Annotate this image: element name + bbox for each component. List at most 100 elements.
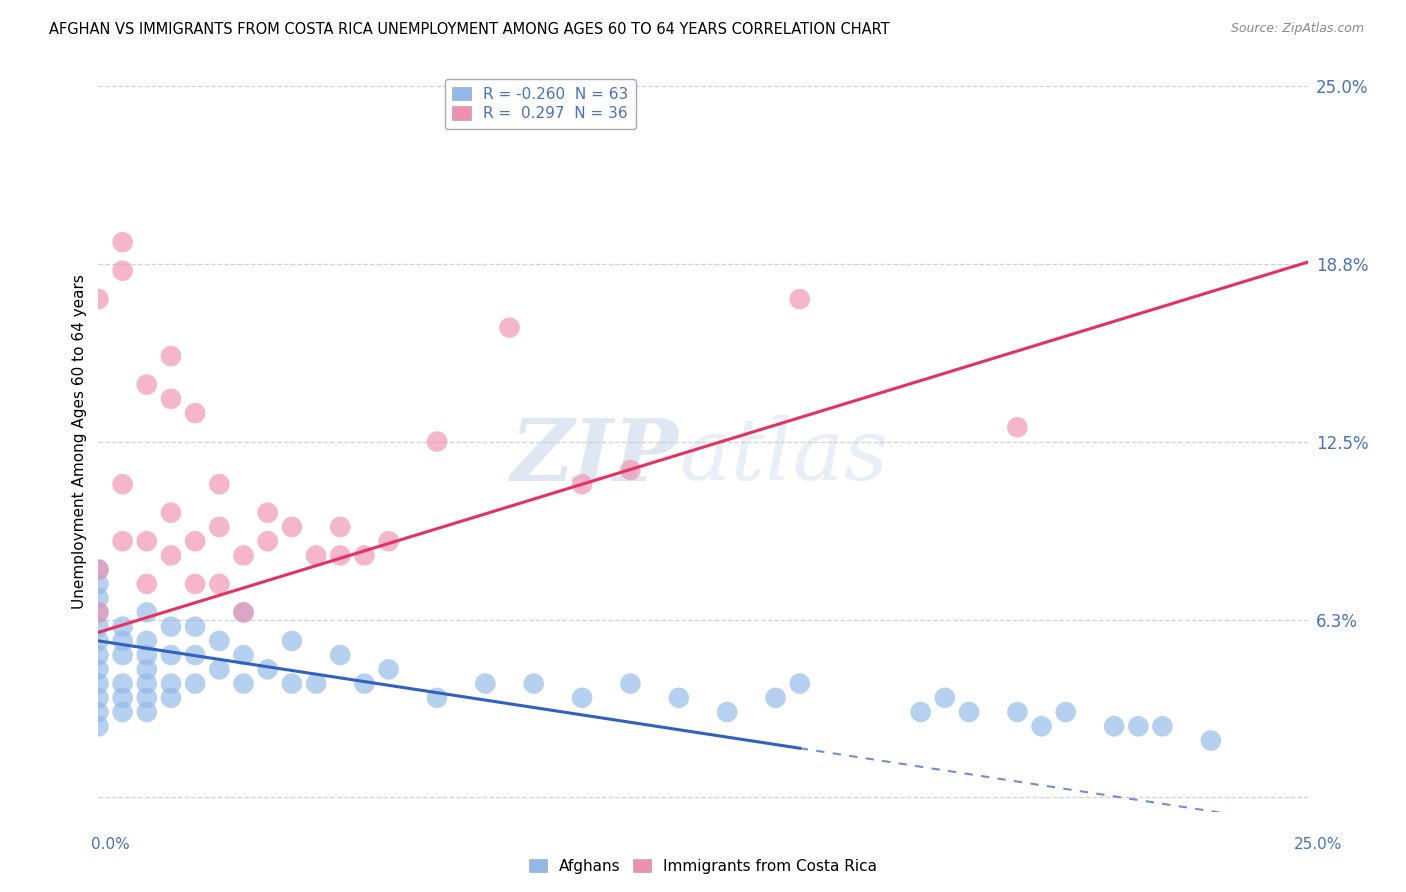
Y-axis label: Unemployment Among Ages 60 to 64 years: Unemployment Among Ages 60 to 64 years [72, 274, 87, 609]
Point [135, 705, 157, 719]
Point [474, 676, 496, 690]
Text: AFGHAN VS IMMIGRANTS FROM COSTA RICA UNEMPLOYMENT AMONG AGES 60 TO 64 YEARS CORR: AFGHAN VS IMMIGRANTS FROM COSTA RICA UNE… [49, 22, 890, 37]
Point [668, 690, 690, 705]
Point [305, 549, 328, 563]
Point [87, 606, 110, 620]
Point [789, 676, 811, 690]
Point [111, 534, 134, 549]
Point [135, 690, 157, 705]
Point [281, 633, 304, 648]
Point [353, 549, 375, 563]
Point [934, 690, 956, 705]
Point [329, 549, 352, 563]
Point [1199, 733, 1222, 747]
Point [208, 577, 231, 591]
Point [377, 534, 399, 549]
Point [305, 676, 328, 690]
Point [135, 534, 157, 549]
Point [160, 506, 183, 520]
Point [281, 520, 304, 534]
Point [789, 292, 811, 306]
Point [111, 648, 134, 662]
Point [111, 263, 134, 277]
Text: 0.0%: 0.0% [91, 838, 131, 852]
Point [232, 676, 254, 690]
Point [160, 549, 183, 563]
Point [87, 620, 110, 634]
Point [256, 662, 278, 676]
Point [87, 577, 110, 591]
Point [523, 676, 546, 690]
Point [208, 520, 231, 534]
Point [87, 676, 110, 690]
Point [135, 577, 157, 591]
Point [111, 620, 134, 634]
Point [1031, 719, 1053, 733]
Point [135, 676, 157, 690]
Point [135, 633, 157, 648]
Text: atlas: atlas [679, 415, 889, 498]
Point [1054, 705, 1077, 719]
Point [232, 549, 254, 563]
Point [571, 477, 593, 491]
Point [87, 606, 110, 620]
Point [498, 320, 520, 334]
Point [765, 690, 787, 705]
Point [184, 406, 207, 420]
Point [135, 648, 157, 662]
Point [256, 506, 278, 520]
Text: ZIP: ZIP [510, 415, 679, 498]
Legend: Afghans, Immigrants from Costa Rica: Afghans, Immigrants from Costa Rica [523, 853, 883, 880]
Point [957, 705, 980, 719]
Point [208, 662, 231, 676]
Point [716, 705, 738, 719]
Point [281, 676, 304, 690]
Point [111, 477, 134, 491]
Point [426, 434, 449, 449]
Point [111, 676, 134, 690]
Point [329, 648, 352, 662]
Point [1007, 705, 1029, 719]
Point [256, 534, 278, 549]
Point [1007, 420, 1029, 434]
Text: Source: ZipAtlas.com: Source: ZipAtlas.com [1230, 22, 1364, 36]
Point [184, 648, 207, 662]
Point [87, 563, 110, 577]
Point [232, 606, 254, 620]
Point [87, 719, 110, 733]
Point [329, 520, 352, 534]
Point [1102, 719, 1125, 733]
Point [619, 463, 641, 477]
Point [160, 690, 183, 705]
Point [111, 235, 134, 250]
Point [184, 577, 207, 591]
Point [184, 534, 207, 549]
Point [426, 690, 449, 705]
Point [160, 392, 183, 406]
Legend: R = -0.260  N = 63, R =  0.297  N = 36: R = -0.260 N = 63, R = 0.297 N = 36 [444, 79, 636, 129]
Point [1128, 719, 1150, 733]
Point [184, 676, 207, 690]
Point [87, 705, 110, 719]
Point [87, 591, 110, 606]
Point [135, 662, 157, 676]
Point [87, 690, 110, 705]
Point [1152, 719, 1174, 733]
Point [87, 633, 110, 648]
Point [160, 676, 183, 690]
Point [160, 648, 183, 662]
Point [87, 648, 110, 662]
Point [87, 563, 110, 577]
Point [160, 620, 183, 634]
Point [87, 662, 110, 676]
Point [135, 606, 157, 620]
Point [111, 705, 134, 719]
Point [571, 690, 593, 705]
Point [208, 633, 231, 648]
Point [208, 477, 231, 491]
Point [135, 377, 157, 392]
Text: 25.0%: 25.0% [1295, 838, 1343, 852]
Point [377, 662, 399, 676]
Point [232, 648, 254, 662]
Point [111, 690, 134, 705]
